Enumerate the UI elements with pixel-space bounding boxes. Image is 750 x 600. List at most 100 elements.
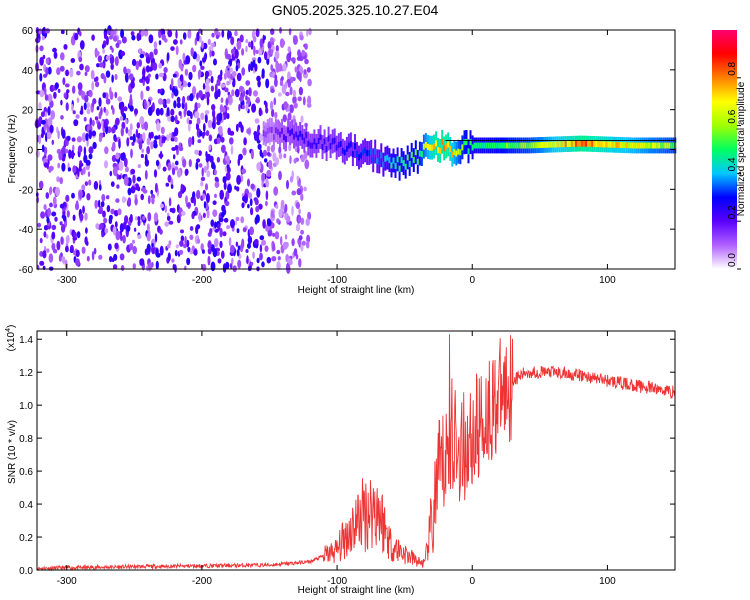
heatmap-band-core (550, 141, 553, 148)
heatmap-cell (236, 40, 242, 50)
heatmap-cell (248, 87, 252, 97)
heatmap-cell (85, 239, 88, 246)
heatmap-cell (235, 64, 239, 72)
heatmap-cell (207, 38, 211, 46)
heatmap-cell (178, 111, 182, 116)
heatmap-cell (89, 117, 93, 126)
heatmap-cell (95, 223, 100, 230)
heatmap-cell (120, 265, 125, 271)
heatmap-cell (134, 197, 138, 206)
heatmap-band-core (544, 141, 547, 148)
heatmap-cell (86, 255, 90, 262)
heatmap-cell (279, 80, 284, 87)
heatmap-cell (202, 193, 206, 200)
heatmap-band-core (266, 128, 269, 134)
heatmap-cell (305, 218, 310, 227)
heatmap-band-core (372, 157, 375, 164)
heatmap-cell (175, 244, 179, 249)
heatmap-cell (131, 141, 135, 146)
heatmap-cell (266, 256, 272, 264)
heatmap-cell (153, 41, 158, 49)
heatmap-cell (231, 89, 235, 97)
heatmap-band-core (463, 139, 466, 146)
heatmap-cell (188, 71, 193, 81)
heatmap-cell (226, 53, 232, 60)
heatmap-band-core (518, 142, 521, 149)
heatmap-cell (154, 135, 159, 140)
heatmap-band-core (289, 130, 292, 137)
heatmap-cell (97, 122, 102, 130)
heatmap-cell (226, 155, 230, 165)
snr-frame (36, 330, 676, 571)
heatmap-band-core (508, 142, 511, 149)
heatmap-cell (60, 223, 66, 233)
heatmap-cell (101, 231, 105, 238)
heatmap-band-core (564, 141, 567, 148)
heatmap-band-core (664, 142, 667, 149)
heatmap-cell (192, 64, 197, 73)
heatmap-cell (148, 261, 153, 271)
heatmap-cell (246, 178, 251, 187)
heatmap-cell (266, 57, 270, 66)
heatmap-band-core (329, 143, 332, 150)
heatmap-cell (164, 205, 168, 213)
heatmap-band-core (374, 148, 377, 155)
x-tick-label: -200 (192, 576, 212, 587)
heatmap-band-core (264, 131, 267, 138)
heatmap-cell (258, 107, 262, 117)
heatmap-cell (53, 51, 58, 59)
heatmap-band-core (268, 126, 271, 133)
heatmap-cell (287, 71, 291, 81)
heatmap-cell (129, 136, 134, 141)
heatmap-cell (114, 91, 118, 99)
heatmap-band-core (528, 142, 531, 149)
heatmap-cell (285, 241, 289, 248)
heatmap-cell (167, 115, 171, 122)
heatmap-band-core (412, 157, 415, 163)
heatmap-cell (167, 252, 171, 262)
heatmap-cell (217, 258, 222, 264)
heatmap-cell (171, 258, 175, 263)
heatmap-cell (281, 40, 286, 46)
heatmap-cell (229, 137, 234, 145)
heatmap-cell (220, 136, 225, 143)
heatmap-cell (72, 85, 76, 94)
heatmap-cell (79, 40, 85, 50)
heatmap-cell (245, 45, 248, 53)
y-tick-label: 0.6 (19, 467, 33, 478)
heatmap-band-core (556, 141, 559, 148)
heatmap-cell (86, 193, 91, 201)
heatmap-band-core (408, 161, 411, 167)
heatmap-cell (153, 169, 158, 178)
heatmap-cell (210, 75, 214, 84)
heatmap-cell (251, 57, 257, 62)
heatmap-cell (125, 119, 128, 124)
heatmap-cell (85, 133, 89, 141)
heatmap-band-core (392, 157, 395, 164)
heatmap-cell (187, 246, 191, 253)
heatmap-cell (73, 250, 77, 256)
heatmap-cell (79, 110, 84, 115)
heatmap-cell (139, 53, 145, 59)
heatmap-cell (41, 119, 46, 125)
heatmap-cell (247, 235, 253, 245)
heatmap-cell (65, 69, 69, 76)
heatmap-cell (84, 65, 90, 73)
heatmap-cell (155, 260, 159, 270)
heatmap-band-core (445, 143, 448, 150)
heatmap-cell (65, 235, 70, 244)
heatmap-cell (224, 87, 229, 93)
heatmap-cell (256, 75, 261, 82)
heatmap-band-core (396, 156, 399, 163)
heatmap-cell (150, 141, 154, 150)
heatmap-cell (65, 245, 69, 253)
heatmap-cell (280, 199, 285, 209)
heatmap-cell (224, 200, 230, 207)
heatmap-band-core (287, 127, 290, 134)
heatmap-band-core (668, 142, 671, 149)
heatmap-cell (227, 183, 232, 194)
heatmap-cell (267, 230, 273, 237)
heatmap-cell (65, 194, 70, 202)
heatmap-cell (254, 198, 259, 206)
heatmap-band-core (311, 142, 314, 149)
